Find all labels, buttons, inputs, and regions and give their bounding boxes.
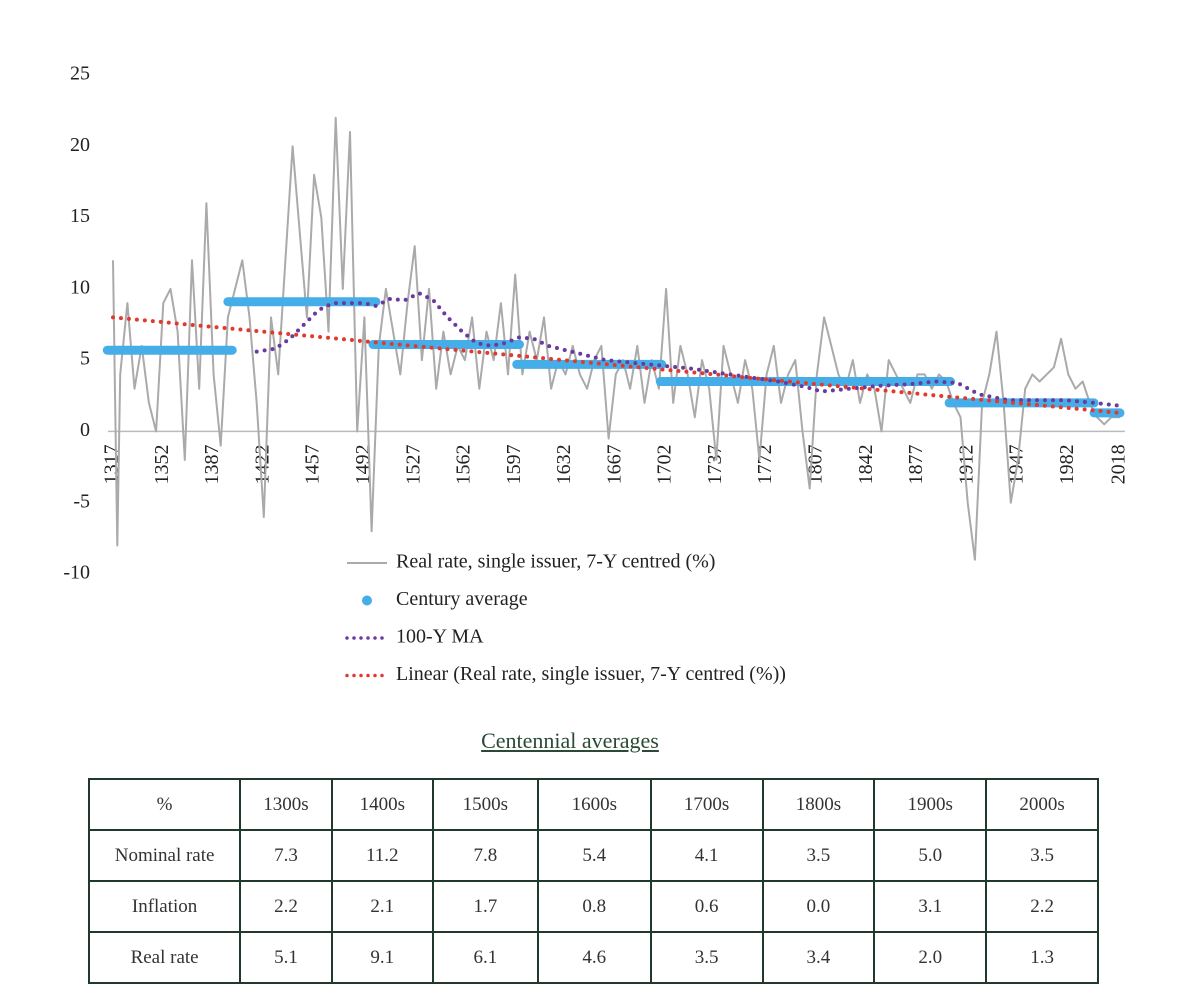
table-cell: 2.2 [239,880,333,933]
x-tick-label: 1562 [453,444,475,484]
series-line [112,116,1120,561]
table-cell: 5.0 [873,829,988,882]
table-cell: 11.2 [330,829,434,882]
legend-label: Real rate, single issuer, 7-Y centred (%… [396,551,715,573]
table: % 1300s 1400s 1500s 1600s 1700s 1800s 1900s 2000… [87,778,1099,984]
table-cell: 5.4 [536,829,652,882]
table-cell: 3.5 [985,829,1099,882]
x-tick-label: 1982 [1056,444,1078,484]
table-cell: % [87,778,242,831]
y-tick-label: 10 [70,276,90,298]
x-tick-label: 1387 [201,444,223,484]
x-tick-label: 1877 [905,444,927,484]
table-cell: 3.5 [761,829,876,882]
table-cell: 6.1 [431,931,539,984]
table-cell: 2.0 [873,931,988,984]
table-cell: 1500s [431,778,539,831]
x-tick-label: 1912 [955,444,977,484]
table-cell: Inflation [87,880,242,933]
series-line [111,315,1122,415]
table-cell: 3.1 [873,880,988,933]
y-tick-label: -10 [63,562,90,584]
table-cell: 1700s [649,778,764,831]
x-tick-label: 1737 [704,444,726,484]
y-tick-label: -5 [73,490,90,512]
table-cell: 2.1 [330,880,434,933]
x-tick-label: 1352 [151,444,173,484]
table-cell: 1.7 [431,880,539,933]
table-cell: 2.2 [985,880,1099,933]
table-cell: 1900s [873,778,988,831]
x-tick-label: 1597 [503,444,525,484]
y-tick-label: 15 [70,205,90,227]
x-tick-label: 1422 [251,444,273,484]
table-cell: 7.8 [431,829,539,882]
x-tick-label: 1842 [855,444,877,484]
table-row: % 1300s 1400s 1500s 1600s 1700s 1800s 1900s 2000… [87,778,1099,831]
table-title: Centennial averages [481,728,659,753]
table-cell: 0.8 [536,880,652,933]
legend-label: Century average [396,588,528,610]
table-cell: 9.1 [330,931,434,984]
table-row: Inflation 2.2 2.1 1.7 0.8 0.6 0.0 3.1 2.2 [87,880,1099,933]
table-cell: 5.1 [239,931,333,984]
x-tick-label: 2018 [1108,444,1130,484]
table-cell: 4.6 [536,931,652,984]
legend-label: 100-Y MA [396,626,484,648]
x-tick-label: 1632 [553,444,575,484]
x-tick-label: 1702 [654,444,676,484]
x-tick-label: 1457 [302,444,324,484]
table-cell: 0.0 [761,880,876,933]
table-cell: Nominal rate [87,829,242,882]
table-cell: 0.6 [649,880,764,933]
x-tick-label: 1667 [603,444,625,484]
table-cell: 1.3 [985,931,1099,984]
legend-label: Linear (Real rate, single issuer, 7-Y ce… [396,663,786,685]
y-tick-label: 0 [80,419,90,441]
table-cell: 1300s [239,778,333,831]
table-cell: 1400s [330,778,434,831]
table-cell: 7.3 [239,829,333,882]
y-tick-label: 5 [80,348,90,370]
table-cell: 2000s [985,778,1099,831]
table-row: Nominal rate 7.3 11.2 7.8 5.4 4.1 3.5 5.0 3.5 [87,829,1099,882]
y-tick-label: 20 [70,134,90,156]
legend-symbol [362,595,372,606]
x-tick-label: 1527 [402,444,424,484]
y-tick-label: 25 [70,63,90,85]
table-cell: 4.1 [649,829,764,882]
table-row: Real rate 5.1 9.1 6.1 4.6 3.5 3.4 2.0 1.3 [87,931,1099,984]
series-line [254,290,1122,408]
table-cell: 3.5 [649,931,764,984]
table-cell: 1800s [761,778,876,831]
table-cell: 1600s [536,778,652,831]
table-cell: Real rate [87,931,242,984]
table-cell: 3.4 [761,931,876,984]
